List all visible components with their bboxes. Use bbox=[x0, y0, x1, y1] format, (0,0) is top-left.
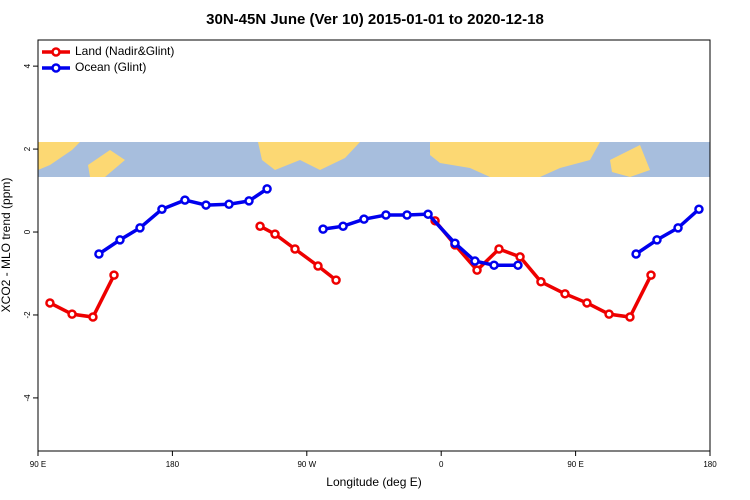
series-point bbox=[244, 196, 254, 206]
series-point bbox=[94, 249, 104, 259]
series-point bbox=[470, 256, 480, 266]
series-point bbox=[694, 204, 704, 214]
series-point bbox=[631, 249, 641, 259]
series-point bbox=[180, 195, 190, 205]
series-point bbox=[201, 200, 211, 210]
legend-marker bbox=[51, 63, 61, 73]
series-point bbox=[673, 223, 683, 233]
series-point bbox=[45, 298, 55, 308]
series-point bbox=[318, 224, 328, 234]
y-tick-label: -4 bbox=[23, 394, 32, 402]
series-point bbox=[494, 244, 504, 254]
series-point bbox=[402, 210, 412, 220]
series-point bbox=[625, 312, 635, 322]
series-point bbox=[381, 210, 391, 220]
series-point bbox=[560, 289, 570, 299]
x-tick-label: 90 E bbox=[567, 460, 583, 469]
series-point bbox=[115, 235, 125, 245]
series-point bbox=[270, 229, 280, 239]
legend-label: Land (Nadir&Glint) bbox=[75, 44, 174, 58]
series-point bbox=[513, 260, 523, 270]
series-point bbox=[109, 270, 119, 280]
y-tick-label: 4 bbox=[23, 63, 32, 68]
series-point bbox=[536, 277, 546, 287]
series-point bbox=[224, 199, 234, 209]
series-point bbox=[157, 204, 167, 214]
series-point bbox=[582, 298, 592, 308]
series-point bbox=[313, 261, 323, 271]
series-point bbox=[255, 221, 265, 231]
series-point bbox=[135, 223, 145, 233]
x-tick-label: 90 W bbox=[297, 460, 316, 469]
x-tick-label: 90 E bbox=[30, 460, 46, 469]
map-band bbox=[38, 142, 710, 177]
x-tick-label: 0 bbox=[439, 460, 444, 469]
x-tick-label: 180 bbox=[703, 460, 717, 469]
series-point bbox=[262, 184, 272, 194]
series-point bbox=[472, 265, 482, 275]
chart-title: 30N-45N June (Ver 10) 2015-01-01 to 2020… bbox=[206, 11, 544, 28]
plot-frame bbox=[37, 39, 711, 452]
x-axis-label: Longitude (deg E) bbox=[326, 475, 421, 489]
y-tick-label: 2 bbox=[23, 146, 32, 151]
y-axis-label: XCO2 - MLO trend (ppm) bbox=[0, 178, 13, 313]
series-point bbox=[338, 221, 348, 231]
series-point bbox=[450, 238, 460, 248]
series-point bbox=[515, 252, 525, 262]
y-tick-label: -2 bbox=[23, 311, 32, 319]
series-point bbox=[604, 309, 614, 319]
x-tick-label: 180 bbox=[166, 460, 180, 469]
series-point bbox=[290, 244, 300, 254]
series-line bbox=[49, 219, 653, 319]
legend-label: Ocean (Glint) bbox=[75, 60, 146, 74]
series-point bbox=[423, 209, 433, 219]
series-point bbox=[646, 270, 656, 280]
series-point bbox=[331, 275, 341, 285]
series-point bbox=[67, 309, 77, 319]
series-point bbox=[88, 312, 98, 322]
series-point bbox=[359, 214, 369, 224]
series-point bbox=[489, 260, 499, 270]
legend-marker bbox=[51, 47, 61, 57]
series-point bbox=[652, 235, 662, 245]
y-tick-label: 0 bbox=[23, 229, 32, 234]
